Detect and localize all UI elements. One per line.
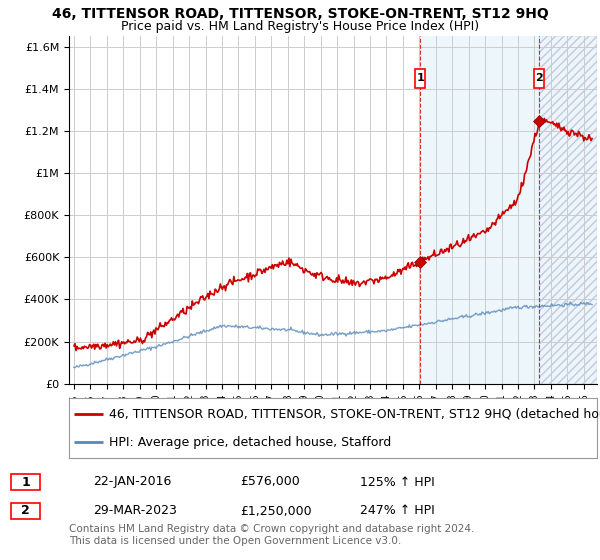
Bar [415,69,425,88]
Bar [539,36,597,384]
Text: 247% ↑ HPI: 247% ↑ HPI [360,505,435,517]
Bar [421,36,539,384]
Text: Price paid vs. HM Land Registry's House Price Index (HPI): Price paid vs. HM Land Registry's House … [121,20,479,32]
Text: HPI: Average price, detached house, Stafford: HPI: Average price, detached house, Staf… [109,436,391,449]
Text: 2: 2 [21,505,30,517]
Text: 46, TITTENSOR ROAD, TITTENSOR, STOKE-ON-TRENT, ST12 9HQ (detached house): 46, TITTENSOR ROAD, TITTENSOR, STOKE-ON-… [109,407,600,420]
Text: 2: 2 [535,73,542,83]
Text: £1,250,000: £1,250,000 [240,505,311,517]
Bar [533,69,544,88]
Text: 46, TITTENSOR ROAD, TITTENSOR, STOKE-ON-TRENT, ST12 9HQ: 46, TITTENSOR ROAD, TITTENSOR, STOKE-ON-… [52,7,548,21]
Text: Contains HM Land Registry data © Crown copyright and database right 2024.
This d: Contains HM Land Registry data © Crown c… [69,524,475,546]
Text: 125% ↑ HPI: 125% ↑ HPI [360,475,435,488]
Text: £576,000: £576,000 [240,475,300,488]
Text: 22-JAN-2016: 22-JAN-2016 [93,475,172,488]
Text: 29-MAR-2023: 29-MAR-2023 [93,505,177,517]
Text: 1: 1 [416,73,424,83]
Text: 1: 1 [21,475,30,488]
